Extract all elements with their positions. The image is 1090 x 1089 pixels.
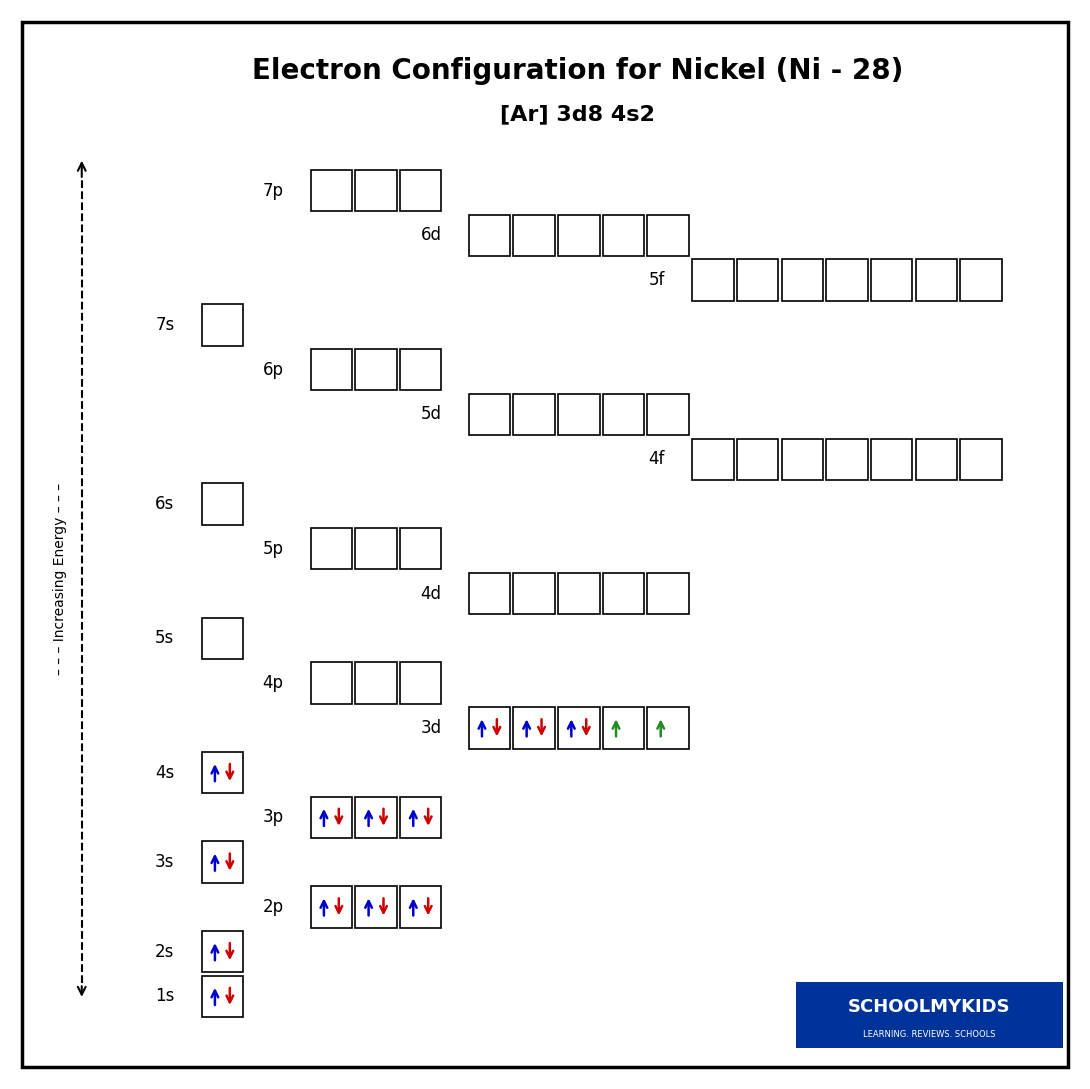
Bar — [355, 170, 397, 211]
Bar — [311, 528, 352, 570]
Bar — [355, 797, 397, 839]
Bar — [692, 439, 734, 480]
Bar — [603, 394, 644, 436]
Bar — [469, 215, 510, 256]
Bar — [311, 797, 352, 839]
Bar — [960, 259, 1002, 301]
Text: 4s: 4s — [155, 763, 174, 782]
Text: 7s: 7s — [155, 316, 174, 334]
Bar — [782, 439, 823, 480]
Bar — [202, 842, 243, 883]
Bar — [826, 259, 868, 301]
Text: 5f: 5f — [649, 271, 665, 289]
Text: Electron Configuration for Nickel (Ni - 28): Electron Configuration for Nickel (Ni - … — [252, 57, 904, 85]
Bar — [558, 215, 600, 256]
Bar — [960, 439, 1002, 480]
Bar — [513, 573, 555, 614]
Bar — [311, 662, 352, 703]
Text: 3d: 3d — [421, 719, 441, 737]
Text: 7p: 7p — [263, 182, 283, 199]
Bar — [355, 348, 397, 390]
Text: – – – Increasing Energy – – –: – – – Increasing Energy – – – — [53, 482, 66, 675]
Bar — [202, 484, 243, 525]
Text: 2p: 2p — [263, 898, 283, 916]
Text: 2s: 2s — [155, 943, 174, 960]
Bar — [692, 259, 734, 301]
Bar — [603, 215, 644, 256]
Bar — [647, 573, 689, 614]
Bar — [603, 573, 644, 614]
FancyBboxPatch shape — [796, 982, 1063, 1048]
Bar — [469, 707, 510, 748]
Bar — [916, 259, 957, 301]
Text: 4d: 4d — [421, 585, 441, 602]
Text: [Ar] 3d8 4s2: [Ar] 3d8 4s2 — [500, 105, 655, 124]
Bar — [603, 707, 644, 748]
Text: 1s: 1s — [155, 988, 174, 1005]
Bar — [202, 931, 243, 972]
Bar — [202, 617, 243, 659]
Text: 6s: 6s — [155, 495, 174, 513]
Text: 3s: 3s — [155, 853, 174, 871]
Bar — [400, 886, 441, 928]
Bar — [782, 259, 823, 301]
Bar — [513, 394, 555, 436]
Bar — [355, 528, 397, 570]
Bar — [558, 707, 600, 748]
Bar — [311, 886, 352, 928]
Bar — [355, 662, 397, 703]
Text: 6p: 6p — [263, 360, 283, 379]
Bar — [737, 259, 778, 301]
Bar — [469, 394, 510, 436]
Text: 4f: 4f — [649, 450, 665, 468]
Bar — [400, 348, 441, 390]
Bar — [647, 215, 689, 256]
Bar — [202, 304, 243, 345]
Text: 5d: 5d — [421, 405, 441, 424]
Bar — [871, 439, 912, 480]
Text: 4p: 4p — [263, 674, 283, 692]
Bar — [737, 439, 778, 480]
Bar — [311, 348, 352, 390]
Bar — [400, 528, 441, 570]
Bar — [647, 707, 689, 748]
Bar — [513, 215, 555, 256]
Bar — [469, 573, 510, 614]
Bar — [916, 439, 957, 480]
Text: SCHOOLMYKIDS: SCHOOLMYKIDS — [848, 999, 1010, 1016]
Bar — [400, 797, 441, 839]
Bar — [871, 259, 912, 301]
Bar — [311, 170, 352, 211]
Text: 5p: 5p — [263, 540, 283, 558]
Bar — [513, 707, 555, 748]
Bar — [355, 886, 397, 928]
Bar — [647, 394, 689, 436]
Bar — [400, 170, 441, 211]
Text: 6d: 6d — [421, 227, 441, 244]
Bar — [400, 662, 441, 703]
Text: 5s: 5s — [155, 629, 174, 647]
Text: 3p: 3p — [263, 808, 283, 827]
Bar — [558, 573, 600, 614]
Text: LEARNING. REVIEWS. SCHOOLS: LEARNING. REVIEWS. SCHOOLS — [863, 1030, 995, 1039]
Bar — [202, 751, 243, 793]
Bar — [826, 439, 868, 480]
Bar — [558, 394, 600, 436]
Bar — [202, 976, 243, 1017]
